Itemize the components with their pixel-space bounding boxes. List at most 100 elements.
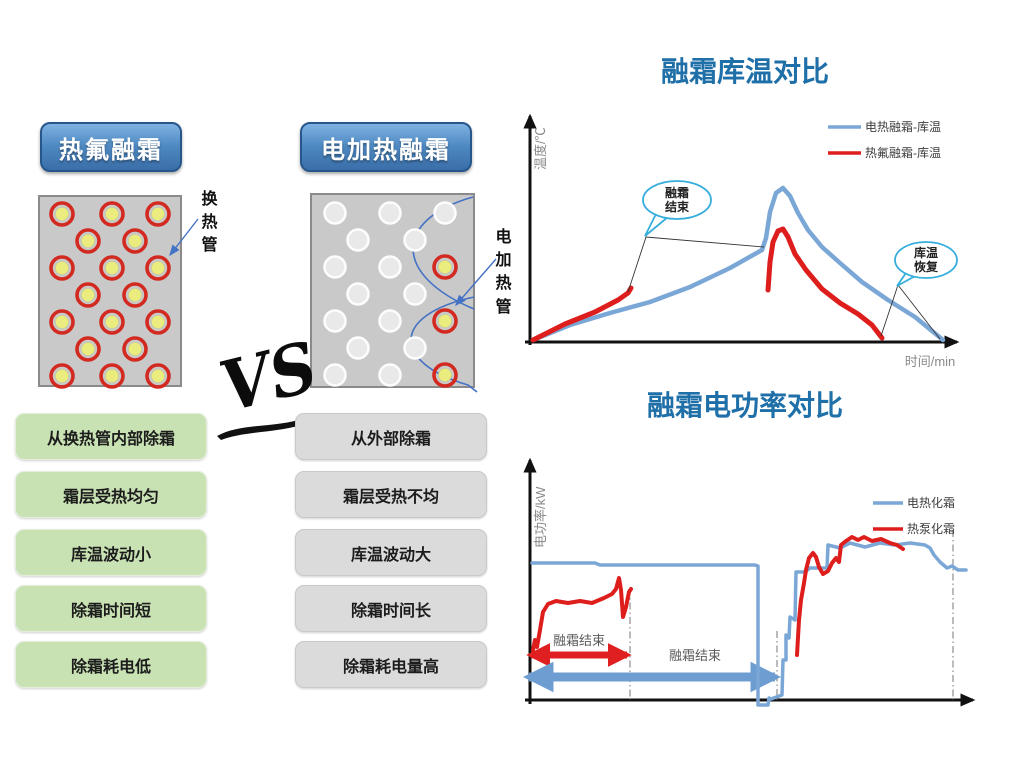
heated-tube-core xyxy=(438,260,452,274)
legend-item: 热泵化霜 xyxy=(873,520,955,537)
series-line xyxy=(530,185,946,343)
heated-tube-ring xyxy=(99,255,125,281)
heated-tube-core xyxy=(105,207,119,221)
heated-tube-core xyxy=(438,368,452,382)
heated-tube-ring xyxy=(49,255,75,281)
chart1-legend: 电热融霜-库温 热氟融霜-库温 xyxy=(828,118,941,161)
tube-label-b: 电加热管 xyxy=(495,229,512,316)
chart2-legend: 电热化霜 热泵化霜 xyxy=(873,494,955,537)
callout-text: 恢复 xyxy=(914,259,939,274)
heated-tube-core xyxy=(81,288,95,302)
heated-tube-ring xyxy=(145,309,171,335)
callout-bubble xyxy=(642,180,712,220)
legend-item: 热氟融霜-库温 xyxy=(828,144,941,161)
plain-tube xyxy=(323,309,347,333)
heater-pointer-arrow xyxy=(455,258,497,307)
legend-label: 电热融霜-库温 xyxy=(865,120,941,134)
heated-tube-ring xyxy=(49,309,75,335)
feature-b-3: 库温波动大 xyxy=(295,529,487,576)
legend-label: 热氟融霜-库温 xyxy=(865,146,941,160)
feature-a-3: 库温波动小 xyxy=(15,529,207,576)
callout-leader-line xyxy=(627,236,765,293)
heated-tube-ring xyxy=(49,201,75,227)
heated-tube-core xyxy=(55,315,69,329)
feature-b-1: 从外部除霜 xyxy=(295,413,487,460)
feature-b-4: 除霜时间长 xyxy=(295,585,487,632)
tube-label-a: 换热管 xyxy=(201,191,218,255)
heated-tube-ring xyxy=(99,363,125,389)
heated-tube-core xyxy=(55,207,69,221)
callout-bubble xyxy=(894,241,958,279)
heated-tube-ring xyxy=(122,336,148,362)
plain-tube xyxy=(346,336,370,360)
legend-label: 电热化霜 xyxy=(907,496,956,510)
series-line xyxy=(795,535,905,657)
heated-tube-core xyxy=(105,369,119,383)
plain-tube xyxy=(403,282,427,306)
method-a-title: 热氟融霜 xyxy=(40,122,182,172)
plain-tube xyxy=(433,201,457,225)
plain-tube xyxy=(378,309,402,333)
heated-tube-core xyxy=(128,342,142,356)
plain-tube xyxy=(378,363,402,387)
chart1-y-axis-label: 温度/℃ xyxy=(533,127,548,170)
callout-text: 融霜 xyxy=(665,185,689,200)
heated-tube-ring xyxy=(432,362,458,388)
heated-tube-ring xyxy=(432,254,458,280)
heated-tube-ring xyxy=(75,336,101,362)
heated-tube-core xyxy=(151,369,165,383)
heated-tube-ring xyxy=(99,309,125,335)
feature-a-4: 除霜时间短 xyxy=(15,585,207,632)
series-line xyxy=(531,576,633,652)
range-arrow-label: 融霜结束 xyxy=(669,648,721,663)
feature-a-2: 霜层受热均匀 xyxy=(15,471,207,518)
heated-tube-core xyxy=(151,261,165,275)
heated-tube-core xyxy=(105,315,119,329)
feature-b-2: 霜层受热不均 xyxy=(295,471,487,518)
panel-b-coil-diagram xyxy=(310,193,497,393)
chart2-title: 融霜电功率对比 xyxy=(646,390,843,421)
feature-b-5: 除霜耗电量高 xyxy=(295,641,487,688)
legend-label: 热泵化霜 xyxy=(907,522,956,536)
heated-tube-core xyxy=(151,207,165,221)
panel-a-box xyxy=(38,195,182,387)
plain-tube xyxy=(403,228,427,252)
chart1-title: 融霜库温对比 xyxy=(660,56,829,87)
plain-tube xyxy=(323,363,347,387)
panel-a-coil-diagram xyxy=(38,195,199,389)
heated-tube-core xyxy=(81,234,95,248)
series-line xyxy=(765,226,885,341)
heated-tube-core xyxy=(105,261,119,275)
legend-item: 电热融霜-库温 xyxy=(828,118,941,135)
heated-tube-ring xyxy=(145,363,171,389)
vs-mark: VS xyxy=(213,327,325,444)
callout-text: 结束 xyxy=(665,199,690,214)
range-arrow-label: 融霜结束 xyxy=(553,633,605,648)
chart2-y-axis-label: 电功率/kW xyxy=(533,486,548,548)
panel-b-box xyxy=(310,193,475,388)
callout-text: 库温 xyxy=(914,245,938,260)
chart1-x-axis-label: 时间/min xyxy=(905,354,956,369)
heated-tube-core xyxy=(55,261,69,275)
heated-tube-ring xyxy=(75,228,101,254)
vs-brush-swoosh xyxy=(217,417,307,440)
plain-tube xyxy=(403,336,427,360)
heated-tube-ring xyxy=(49,363,75,389)
heated-tube-core xyxy=(55,369,69,383)
series-line xyxy=(530,285,634,343)
feature-a-1: 从换热管内部除霜 xyxy=(15,413,207,460)
heated-tube-core xyxy=(151,315,165,329)
plain-tube xyxy=(346,228,370,252)
heated-tube-ring xyxy=(432,308,458,334)
heated-tube-core xyxy=(81,342,95,356)
plain-tube xyxy=(323,201,347,225)
heated-tube-core xyxy=(438,314,452,328)
plain-tube xyxy=(346,282,370,306)
panel-b-tubes xyxy=(323,201,458,388)
legend-item: 电热化霜 xyxy=(873,494,955,511)
